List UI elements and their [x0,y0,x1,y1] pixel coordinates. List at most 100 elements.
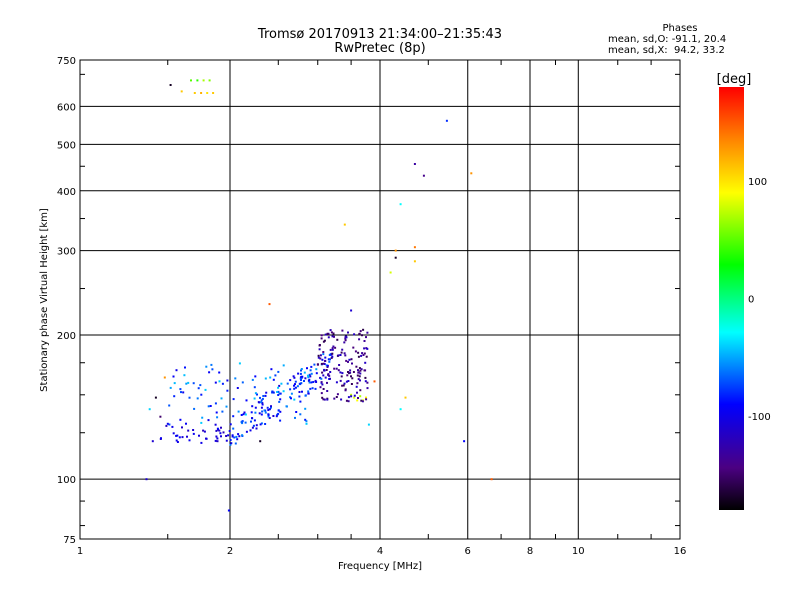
colorbar-label: [deg] [717,72,752,87]
data-point [356,399,359,402]
data-point [225,435,228,437]
data-point [277,394,280,396]
data-point [339,371,342,374]
data-point [257,401,260,404]
data-point [268,303,271,306]
y-tick-label: 500 [57,140,76,151]
data-point [313,363,316,366]
data-point [294,386,297,389]
data-point [357,371,360,374]
data-point [308,378,311,381]
data-point [342,384,345,387]
data-point [324,333,327,336]
data-point [244,413,247,416]
data-point [166,422,169,425]
data-point [322,351,325,353]
data-point [336,338,339,341]
data-point [232,415,235,418]
data-point [341,384,344,387]
data-point [187,429,190,432]
data-point [336,393,339,396]
data-point [282,390,285,393]
data-point [234,377,237,380]
data-point [351,362,353,365]
data-point [361,400,364,403]
data-point [245,399,248,402]
data-point [366,387,369,390]
data-point [207,419,210,422]
data-point [325,369,328,371]
data-point [260,406,263,409]
data-point [361,334,363,337]
data-point [322,353,325,356]
data-point [243,411,246,414]
data-point [242,413,245,416]
data-point [363,340,366,342]
data-point [179,388,182,391]
data-point [295,411,298,413]
data-point [315,368,318,371]
data-point [256,393,258,396]
data-point [269,376,272,379]
data-point [345,399,348,402]
data-point [323,398,326,401]
data-point [249,429,252,432]
data-point [221,382,224,385]
data-point [201,416,204,419]
data-point [326,398,329,401]
y-tick-label: 600 [57,102,76,113]
data-point [324,359,327,362]
data-point [322,374,325,377]
data-point [352,371,355,373]
data-point [232,427,235,430]
data-point [197,387,200,390]
data-point [361,352,364,355]
data-point [270,406,272,409]
data-point [347,331,349,334]
data-point [245,430,248,433]
data-point [225,405,228,408]
data-point [293,376,296,379]
data-point [312,381,315,383]
data-point [228,430,231,432]
data-point [232,398,235,401]
data-point [315,372,318,375]
data-point [217,428,219,431]
data-point [490,478,493,481]
data-point [316,363,319,366]
data-point [328,354,331,356]
data-point [175,434,178,437]
data-point [350,395,353,398]
data-point [274,374,277,377]
data-point [260,401,263,404]
data-point [255,427,258,430]
data-point [364,376,367,379]
data-point [327,358,330,361]
data-point [331,347,334,350]
data-point [344,354,347,357]
data-point [259,423,262,426]
data-point [329,348,332,351]
data-point [341,348,344,351]
data-point [320,381,323,384]
data-point [277,412,280,415]
data-point [329,329,332,332]
data-point [279,392,282,395]
data-point [322,388,325,390]
data-point [148,408,151,411]
data-point [349,369,352,372]
data-point [359,395,362,398]
data-point [237,410,240,413]
data-point [337,369,340,372]
data-point [200,421,203,424]
data-point [364,361,367,364]
data-point [268,408,271,411]
data-point [214,402,217,405]
data-point [335,381,338,384]
data-point [366,331,369,334]
data-point [203,430,206,433]
data-point [341,329,344,332]
data-point [308,381,311,384]
data-point [356,374,359,377]
